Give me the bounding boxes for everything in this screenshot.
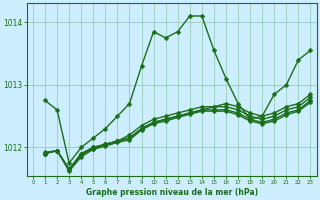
X-axis label: Graphe pression niveau de la mer (hPa): Graphe pression niveau de la mer (hPa) — [86, 188, 258, 197]
